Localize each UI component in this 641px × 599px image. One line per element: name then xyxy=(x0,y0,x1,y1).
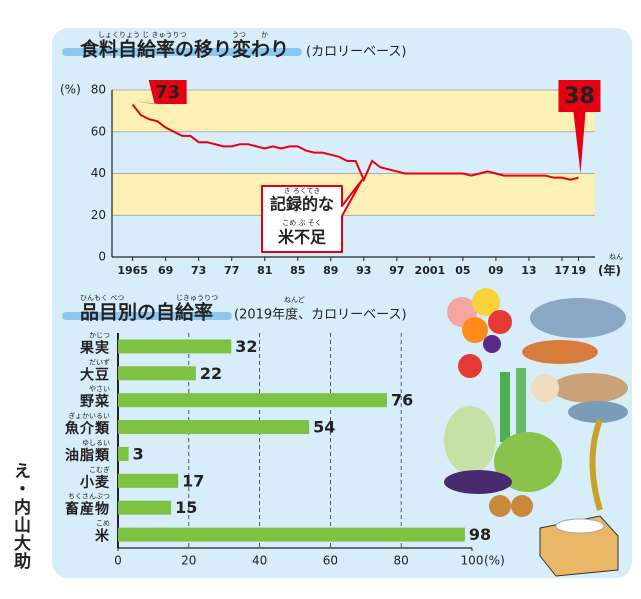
data-label: 17 xyxy=(182,471,204,490)
x-tick-label: 2001 xyxy=(415,264,446,277)
x-tick-label: 0 xyxy=(114,554,122,568)
title-ruby: うつ xyxy=(232,31,246,39)
data-label: 32 xyxy=(235,337,257,356)
bar xyxy=(118,420,310,435)
x-tick-label: 80 xyxy=(394,554,409,568)
x-tick-label: 19 xyxy=(571,264,586,277)
y-tick-label: 60 xyxy=(91,124,106,138)
category-ruby: やさい xyxy=(89,385,110,393)
credit: え・内山大助 xyxy=(10,462,30,570)
title-ruby: ひんもく べつ xyxy=(80,294,124,302)
x-tick-label: 73 xyxy=(191,264,206,277)
bar xyxy=(118,366,196,381)
x-tick-label: 69 xyxy=(158,264,173,277)
title-bar xyxy=(62,312,232,320)
x-unit-ruby: ねん xyxy=(609,253,623,261)
x-unit: (年) xyxy=(598,263,621,278)
title-ruby: じきゅうりつ xyxy=(176,294,218,302)
data-label: 38 xyxy=(564,84,595,109)
annotation-ruby: こめ ぶ そく xyxy=(282,219,321,227)
x-tick-label: 17 xyxy=(554,264,569,277)
bar xyxy=(118,500,172,515)
data-label: 3 xyxy=(133,444,144,463)
category-ruby: ゆしるい xyxy=(82,439,110,447)
category-label: 魚介類 xyxy=(65,420,110,437)
x-tick-label: 60 xyxy=(323,554,338,568)
category-ruby: こめ xyxy=(96,520,110,528)
category-ruby: ちくさんぶつ xyxy=(68,493,110,501)
bar xyxy=(118,527,465,542)
x-tick-label: 09 xyxy=(488,264,503,277)
title-ruby: か xyxy=(261,31,268,39)
x-tick-label: 81 xyxy=(257,264,272,277)
x-tick-label: 100 xyxy=(461,554,484,568)
annotation: 米不足 xyxy=(278,228,327,247)
annotation-box xyxy=(261,179,363,253)
y-axis-label: (%) xyxy=(60,83,81,97)
annotation-ruby: き ろくてき xyxy=(284,187,321,195)
y-tick-label: 20 xyxy=(91,208,106,222)
x-tick-label: 40 xyxy=(252,554,267,568)
x-tick-label: 89 xyxy=(323,264,338,277)
x-tick-label: 20 xyxy=(181,554,196,568)
data-label: 98 xyxy=(469,525,491,544)
title-ruby: しょくりょう じ きゅうりつ xyxy=(98,31,187,39)
bar xyxy=(118,446,129,461)
x-tick-label: 93 xyxy=(356,264,371,277)
x-tick-label: 13 xyxy=(521,264,536,277)
category-ruby: こむぎ xyxy=(89,465,110,474)
callout xyxy=(558,80,601,174)
x-unit: (%) xyxy=(484,554,505,568)
bar xyxy=(118,339,232,354)
category-ruby: かじつ xyxy=(89,331,110,339)
x-tick-label: 77 xyxy=(224,264,239,277)
x-tick-label: 1965 xyxy=(117,264,148,277)
bar xyxy=(118,393,388,408)
x-tick-label: 97 xyxy=(389,264,404,277)
data-label: 73 xyxy=(155,82,180,103)
category-label: 果実 xyxy=(79,339,110,356)
data-label: 54 xyxy=(313,418,335,437)
line xyxy=(131,103,579,183)
chart-subtitle: (カロリーベース) xyxy=(306,45,407,60)
category-label: 油脂類 xyxy=(65,447,110,464)
data-label: 22 xyxy=(200,364,222,383)
x-tick-label: 05 xyxy=(455,264,470,277)
y-tick-label: 80 xyxy=(91,83,106,97)
category-label: 米 xyxy=(95,528,110,545)
category-label: 大豆 xyxy=(80,366,110,383)
x-tick-label: 85 xyxy=(290,264,305,277)
callout xyxy=(136,80,187,104)
band xyxy=(112,90,595,132)
subtitle-ruby: ねんど xyxy=(284,296,305,304)
chart-title: 品目別の自給率 xyxy=(80,301,213,324)
category-label: 畜産物 xyxy=(65,501,110,518)
y-tick-label: 40 xyxy=(91,166,106,180)
category-ruby: ぎょかいるい xyxy=(68,411,110,420)
chart-subtitle: (2019年度、カロリーベース) xyxy=(234,307,407,323)
chart-title: 食料自給率の移り変わり xyxy=(80,38,289,61)
data-label: 15 xyxy=(175,498,197,517)
data-label: 76 xyxy=(391,391,413,410)
bar xyxy=(118,473,179,488)
y-tick-label: 0 xyxy=(98,250,106,264)
category-label: 小麦 xyxy=(80,474,110,491)
annotation: 記録的な xyxy=(270,195,334,214)
food-illustration xyxy=(444,288,628,577)
category-ruby: だいず xyxy=(89,357,110,366)
title-bar xyxy=(62,48,302,56)
category-label: 野菜 xyxy=(80,393,110,410)
